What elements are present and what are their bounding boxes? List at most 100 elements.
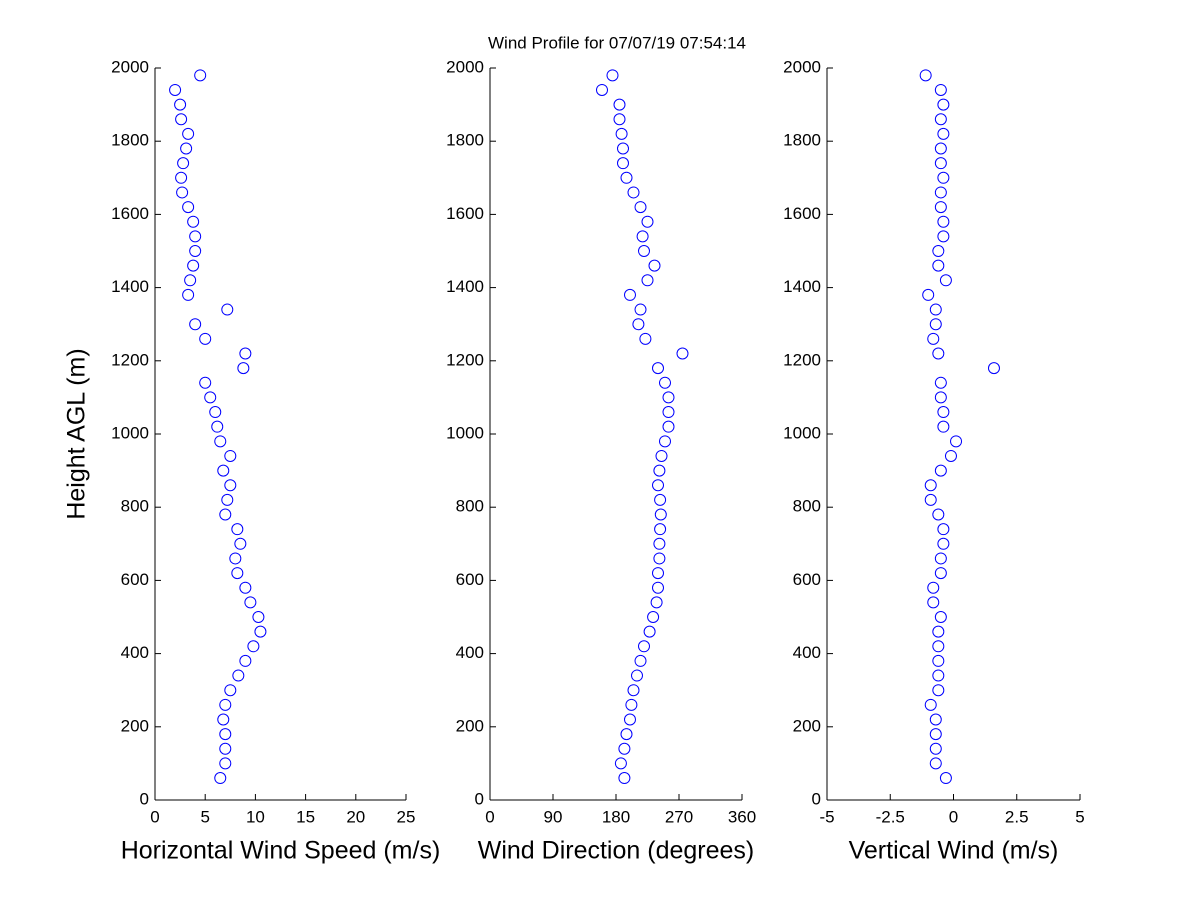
point (214, 772, 227, 785)
point (932, 347, 945, 360)
point (662, 420, 675, 433)
y-tick-label: 1800 (783, 131, 821, 150)
point (929, 757, 942, 770)
point (247, 640, 260, 653)
point (624, 288, 636, 301)
point (639, 332, 652, 345)
point (641, 215, 654, 228)
y-tick-label: 1200 (446, 350, 484, 369)
x-tick-label: 0 (949, 807, 958, 826)
point (634, 201, 647, 214)
point (934, 142, 947, 155)
point (659, 435, 671, 448)
point (934, 157, 947, 170)
point (929, 303, 942, 316)
x-tick-label: -5 (819, 807, 834, 826)
point (929, 742, 942, 755)
y-tick-label: 400 (121, 643, 149, 662)
point (924, 698, 937, 711)
point (620, 171, 633, 184)
point (606, 69, 619, 82)
point (239, 581, 252, 594)
point (613, 98, 626, 111)
x-tick-label: 360 (728, 807, 756, 826)
y-tick-label: 1400 (446, 277, 484, 296)
point (187, 259, 200, 272)
point (177, 157, 190, 170)
point (237, 362, 250, 375)
point (618, 742, 631, 755)
point (919, 69, 932, 82)
point (655, 449, 668, 462)
point (638, 245, 650, 257)
y-tick-label: 200 (121, 716, 149, 735)
point (175, 171, 188, 184)
y-tick-label: 2000 (446, 57, 484, 76)
y-tick-label: 400 (456, 643, 484, 662)
point (234, 537, 247, 550)
point (189, 245, 202, 257)
point (211, 420, 224, 433)
point (641, 274, 654, 287)
point (232, 669, 245, 682)
point (932, 654, 945, 667)
point (631, 669, 643, 682)
y-tick-label: 600 (456, 570, 484, 589)
point (643, 625, 656, 638)
y-tick-label: 1000 (111, 423, 149, 442)
point (180, 142, 193, 155)
point (219, 742, 232, 755)
point (634, 303, 647, 316)
point (182, 127, 195, 140)
y-tick-label: 1600 (783, 204, 821, 223)
point (231, 567, 244, 580)
point (987, 362, 1000, 375)
point (932, 669, 945, 682)
point (636, 230, 649, 243)
point (937, 420, 950, 433)
y-tick-label: 200 (456, 716, 484, 735)
point (934, 611, 947, 623)
x-tick-label: 0 (150, 807, 159, 826)
point (194, 69, 207, 82)
point (927, 581, 940, 594)
y-tick-label: 1800 (111, 131, 149, 150)
point (632, 318, 645, 331)
point (934, 376, 947, 389)
y-tick-label: 800 (121, 497, 149, 516)
point (182, 288, 195, 301)
point (934, 83, 947, 96)
point (929, 728, 942, 741)
point (625, 698, 638, 711)
x-tick-label: 20 (346, 807, 365, 826)
point (184, 274, 197, 287)
point (937, 537, 950, 550)
point (937, 523, 950, 536)
point (652, 479, 664, 492)
y-tick-label: 800 (793, 497, 821, 516)
point (254, 625, 267, 638)
point (934, 464, 947, 477)
point (199, 376, 212, 389)
point (950, 435, 963, 448)
point (214, 435, 227, 448)
point (617, 157, 629, 170)
y-tick-label: 600 (121, 570, 149, 589)
point (676, 347, 689, 360)
point (624, 713, 636, 726)
point (932, 640, 945, 653)
x-axis-label: Horizontal Wind Speed (m/s) (121, 837, 441, 865)
point (229, 552, 242, 565)
point (939, 274, 952, 287)
point (650, 596, 663, 609)
x-tick-label: 90 (544, 807, 563, 826)
point (932, 508, 945, 521)
point (929, 713, 942, 726)
point (932, 259, 945, 272)
point (189, 318, 202, 331)
point (653, 537, 666, 550)
x-tick-label: -2.5 (876, 807, 905, 826)
point (219, 508, 232, 521)
y-tick-label: 600 (793, 570, 821, 589)
point (169, 83, 182, 96)
